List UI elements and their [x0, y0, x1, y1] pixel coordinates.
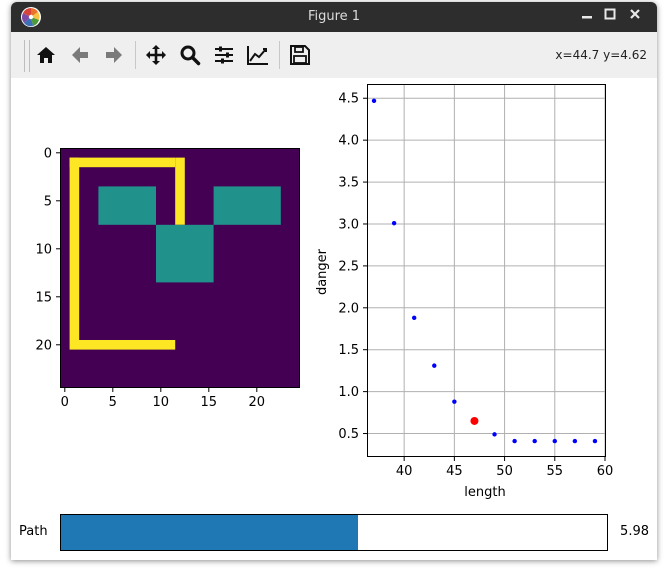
title-bar: Figure 1 — [11, 2, 657, 32]
figure-svg: 0 5 10 15 20 0 5 10 15 20 40 45 50 55 60 0.5 1.0 1.5 2.… — [19, 84, 649, 551]
figure-canvas[interactable]: 0 5 10 15 20 0 5 10 15 20 40 45 50 55 60 0.5 1.0 1.5 2.… — [11, 78, 657, 560]
pan-button[interactable] — [142, 41, 170, 69]
floppy-icon — [290, 45, 310, 65]
chart-x-tick-label: 40 — [396, 464, 413, 479]
map-y-tick-label: 5 — [44, 194, 52, 209]
data-point — [532, 438, 537, 444]
data-point — [452, 399, 457, 404]
matplotlib-logo-icon — [21, 7, 41, 27]
data-point — [512, 438, 517, 444]
data-point — [470, 416, 479, 425]
data-point — [371, 98, 377, 103]
arrow-left-icon — [72, 47, 88, 63]
sliders-icon — [215, 46, 233, 64]
x-axis-label: length — [464, 485, 505, 500]
back-button[interactable] — [66, 41, 94, 69]
close-button[interactable] — [621, 2, 649, 32]
chart-points — [371, 98, 598, 444]
wall-segment — [69, 340, 176, 350]
map-y-tick-label: 10 — [35, 242, 52, 257]
toolbar-separator — [279, 41, 280, 69]
maximize-icon — [604, 8, 616, 20]
wall-segment — [69, 157, 176, 168]
map-frame — [60, 148, 300, 388]
zoom-button[interactable] — [176, 41, 204, 69]
chart-x-tick-label: 50 — [496, 464, 513, 479]
map-walls — [69, 157, 185, 350]
chart-y-ticks: 0.5 1.0 1.5 2.0 2.5 3.0 3.5 4.0 4.5 — [338, 92, 367, 442]
wall-segment — [69, 157, 80, 340]
scatter-chart-axes[interactable]: 40 45 50 55 60 0.5 1.0 1.5 2.0 2.5 3.0 3.5 4.0 4.5 l… — [315, 84, 613, 500]
map-x-tick-label: 10 — [153, 395, 170, 410]
minimize-button[interactable] — [573, 2, 601, 32]
data-point — [391, 220, 397, 226]
map-y-ticks: 0 5 10 15 20 — [35, 146, 60, 353]
maximize-button[interactable] — [596, 2, 624, 32]
data-point — [411, 315, 417, 321]
move-icon — [146, 45, 166, 65]
chart-gridlines — [367, 84, 606, 457]
map-x-tick-label: 0 — [61, 395, 69, 410]
line-chart-icon — [247, 46, 268, 65]
chart-y-tick-label: 4.5 — [338, 92, 359, 107]
customize-button[interactable] — [244, 41, 272, 69]
chart-x-tick-label: 45 — [446, 464, 463, 479]
wall-segment — [175, 157, 185, 225]
data-point — [492, 432, 497, 437]
chart-y-tick-label: 4.0 — [338, 134, 359, 149]
map-x-tick-label: 15 — [201, 395, 218, 410]
grid-map-axes[interactable]: 0 5 10 15 20 0 5 10 15 20 — [35, 146, 300, 410]
obstacle-block — [156, 224, 214, 283]
window-title: Figure 1 — [307, 9, 361, 24]
forward-button[interactable] — [100, 41, 128, 69]
figure-window: Figure 1 — [11, 2, 657, 560]
subplots-button[interactable] — [210, 41, 238, 69]
chart-x-tick-label: 60 — [597, 464, 614, 479]
map-y-tick-label: 0 — [44, 146, 52, 161]
chart-x-tick-label: 55 — [547, 464, 564, 479]
y-axis-label: danger — [315, 248, 330, 295]
data-point — [572, 438, 578, 444]
map-obstacles — [98, 186, 281, 283]
chart-y-tick-label: 1.0 — [338, 385, 359, 400]
chart-y-tick-label: 1.5 — [338, 343, 359, 358]
slider-label: Path — [19, 524, 48, 539]
minimize-icon — [582, 16, 592, 19]
chart-frame — [367, 84, 606, 457]
slider-fill[interactable] — [61, 515, 359, 550]
toolbar-grip[interactable] — [24, 40, 30, 72]
obstacle-block — [213, 186, 281, 225]
chart-y-tick-label: 3.5 — [338, 176, 359, 191]
data-point — [592, 438, 598, 444]
data-point — [432, 363, 437, 368]
close-icon — [630, 9, 640, 19]
chart-x-ticks: 40 45 50 55 60 — [396, 457, 613, 479]
chart-y-tick-label: 2.5 — [338, 259, 359, 274]
data-point — [552, 438, 557, 444]
arrow-right-icon — [106, 47, 122, 63]
save-button[interactable] — [286, 41, 314, 69]
chart-y-tick-label: 3.0 — [338, 217, 359, 232]
slider-value: 5.98 — [620, 524, 649, 539]
chart-y-tick-label: 2.0 — [338, 301, 359, 316]
map-y-tick-label: 20 — [35, 338, 52, 353]
map-y-tick-label: 15 — [35, 290, 52, 305]
cursor-coordinates: x=44.7 y=4.62 — [555, 48, 647, 62]
toolbar-separator — [135, 41, 136, 69]
chart-y-tick-label: 0.5 — [338, 427, 359, 442]
navigation-toolbar: x=44.7 y=4.62 — [11, 32, 657, 78]
map-x-ticks: 0 5 10 15 20 — [61, 388, 265, 410]
map-x-tick-label: 20 — [249, 395, 266, 410]
magnifier-icon — [180, 45, 201, 66]
map-x-tick-label: 5 — [109, 395, 117, 410]
home-button[interactable] — [32, 41, 60, 69]
home-icon — [37, 47, 55, 63]
path-slider[interactable]: Path 5.98 — [19, 514, 649, 551]
obstacle-block — [98, 186, 156, 225]
